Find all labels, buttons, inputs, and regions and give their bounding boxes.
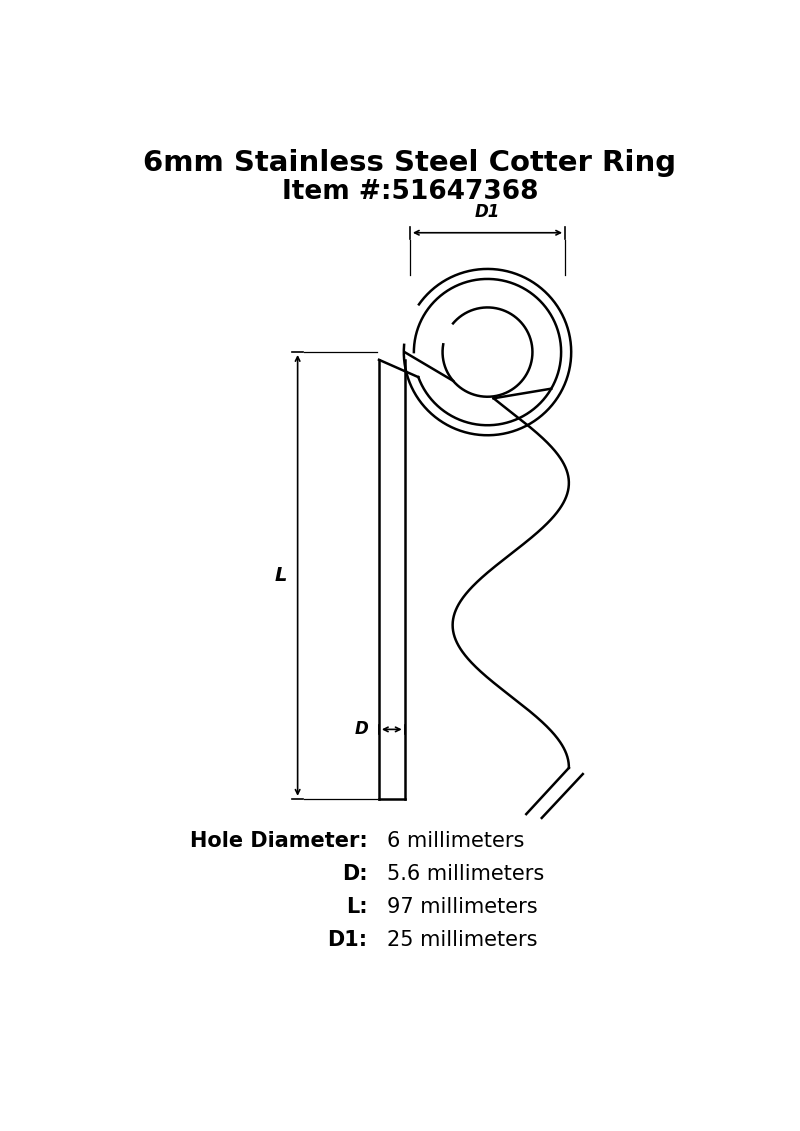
Text: 5.6 millimeters: 5.6 millimeters [386,864,544,884]
Text: L: L [274,566,286,585]
Text: D: D [355,720,369,739]
Text: Item #:51647368: Item #:51647368 [282,179,538,205]
Text: Hole Diameter:: Hole Diameter: [190,831,367,851]
Text: 25 millimeters: 25 millimeters [386,931,538,950]
Text: 6mm Stainless Steel Cotter Ring: 6mm Stainless Steel Cotter Ring [143,149,677,178]
Text: L:: L: [346,897,367,917]
Text: D:: D: [342,864,367,884]
Text: D1: D1 [475,204,500,222]
Text: 6 millimeters: 6 millimeters [386,831,524,851]
Text: 97 millimeters: 97 millimeters [386,897,538,917]
Text: D1:: D1: [327,931,367,950]
